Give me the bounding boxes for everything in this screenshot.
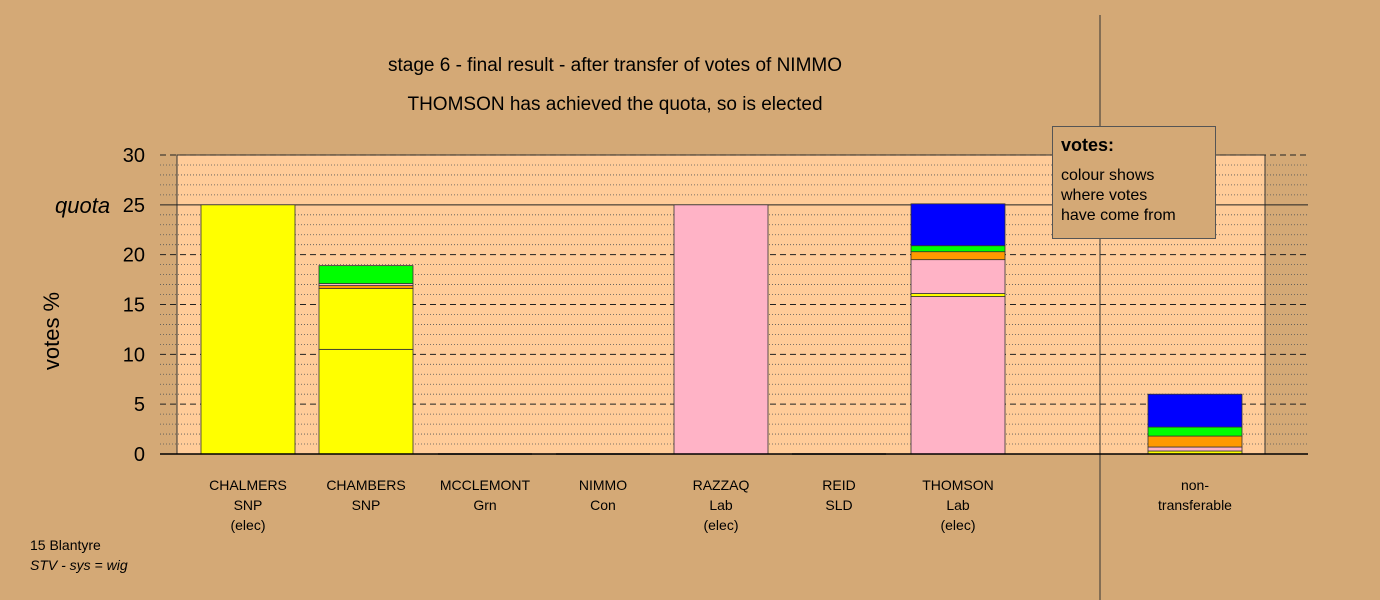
legend-line: colour shows [1061,167,1155,184]
x-category-label: (elec) [230,517,265,533]
x-category-label: Lab [946,497,970,513]
x-category-label: transferable [1158,497,1232,513]
bar-segment [1147,426,1243,437]
x-category-label: CHAMBERS [326,477,405,493]
bar-segment [910,251,1006,261]
chart-subtitle: THOMSON has achieved the quota, so is el… [407,94,823,115]
y-tick-label: 0 [134,444,145,466]
bar-segment [318,348,414,455]
legend-line: have come from [1061,207,1176,224]
x-category-label: Con [590,497,616,513]
bar-segment [910,245,1006,253]
x-category-label: CHALMERS [209,477,287,493]
y-tick-label: 15 [123,295,145,317]
x-category-label: REID [822,477,855,493]
y-tick-label: 25 [123,195,145,217]
x-category-label: RAZZAQ [693,477,750,493]
bar-segment [910,296,1006,455]
bar-segment [1147,435,1243,448]
x-category-label: (elec) [703,517,738,533]
y-tick-label: 10 [123,344,145,366]
bar-segment [318,288,414,350]
x-category-label: Lab [709,497,733,513]
y-tick-label: 20 [123,245,145,267]
x-category-label: SLD [825,497,852,513]
footer-ward: 15 Blantyre [30,537,101,553]
x-category-label: SNP [352,497,381,513]
bar-segment [673,204,769,455]
bar-segment [318,265,414,284]
chart-title: stage 6 - final result - after transfer … [387,55,843,76]
y-axis-label: votes % [39,291,64,371]
quota-label: quota [55,193,110,218]
x-category-label: THOMSON [922,477,994,493]
footer-system: STV - sys = wig [30,557,128,573]
bar-segment [200,204,296,455]
bar-segment [910,293,1006,297]
legend-line: where votes [1061,187,1148,204]
x-category-label: MCCLEMONT [440,477,531,493]
x-category-label: SNP [234,497,263,513]
y-tick-label: 5 [134,394,145,416]
legend-box: votes: colour shows where votes have com… [1052,126,1216,239]
legend-title: votes: [1061,135,1115,155]
x-category-label: non- [1181,477,1209,493]
x-category-label: NIMMO [579,477,627,493]
x-category-label: Grn [473,497,496,513]
bar-segment [1147,393,1243,428]
y-tick-label: 30 [123,145,145,167]
bar-segment [910,259,1006,294]
bar-segment [1147,446,1243,452]
bar-segment [910,203,1006,247]
x-category-label: (elec) [940,517,975,533]
bar-segment [318,285,414,289]
